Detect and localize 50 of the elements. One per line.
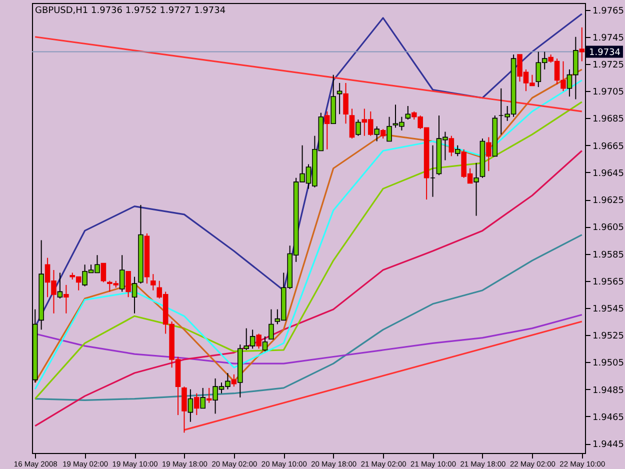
candlestick bbox=[100, 262, 106, 283]
line-series bbox=[34, 150, 583, 427]
candlestick bbox=[206, 387, 212, 404]
candlestick bbox=[405, 106, 411, 120]
y-tick-label: 1.9745 bbox=[592, 33, 624, 44]
candlestick bbox=[132, 276, 138, 314]
y-tick-label: 1.9565 bbox=[592, 277, 624, 288]
candlestick bbox=[386, 116, 392, 142]
candlestick bbox=[356, 119, 361, 136]
y-tick-label: 1.9685 bbox=[592, 114, 624, 125]
y-tick-label: 1.9485 bbox=[592, 386, 624, 396]
candlestick bbox=[188, 388, 194, 422]
candlestick bbox=[579, 26, 585, 62]
y-tick-label: 1.9725 bbox=[592, 60, 624, 70]
candlestick bbox=[64, 284, 69, 314]
candlestick bbox=[57, 272, 63, 299]
ref-line-label: 1.9734 bbox=[589, 48, 621, 58]
y-tick-label: 1.9605 bbox=[592, 223, 624, 234]
candlestick bbox=[486, 136, 492, 172]
candlestick bbox=[343, 82, 348, 124]
y-tick-label: 1.9765 bbox=[592, 6, 624, 16]
candlestick bbox=[194, 392, 200, 416]
candlestick bbox=[448, 135, 454, 157]
chart-title: GBPUSD,H1 1.9736 1.9752 1.9727 1.9734 bbox=[35, 6, 226, 16]
candlestick bbox=[126, 270, 131, 298]
y-tick-label: 1.9505 bbox=[592, 358, 624, 369]
candlestick bbox=[231, 374, 237, 388]
y-tick-label: 1.9585 bbox=[592, 250, 624, 260]
y-tick-label: 1.9645 bbox=[592, 168, 624, 179]
candlestick bbox=[349, 108, 355, 140]
y-tick-label: 1.9545 bbox=[592, 304, 624, 314]
y-tick-label: 1.9705 bbox=[592, 88, 624, 98]
y-tick-label: 1.9625 bbox=[592, 196, 624, 206]
candlestick bbox=[150, 274, 156, 291]
candlestick bbox=[336, 82, 342, 115]
candlestick bbox=[454, 144, 460, 157]
candlestick bbox=[200, 387, 206, 409]
y-tick-label: 1.9445 bbox=[592, 440, 624, 450]
candlestick bbox=[268, 308, 274, 340]
y-tick-label: 1.9525 bbox=[592, 332, 624, 342]
candlestick bbox=[374, 126, 380, 142]
candlestick bbox=[119, 254, 125, 292]
candlestick bbox=[262, 336, 268, 352]
candlestick bbox=[380, 128, 386, 140]
candlestick bbox=[474, 162, 479, 216]
y-tick-label: 1.9665 bbox=[592, 142, 624, 152]
candlestick bbox=[182, 386, 187, 434]
candlestick bbox=[256, 333, 262, 350]
y-tick-label: 1.9465 bbox=[592, 412, 624, 423]
candlestick bbox=[324, 110, 330, 150]
